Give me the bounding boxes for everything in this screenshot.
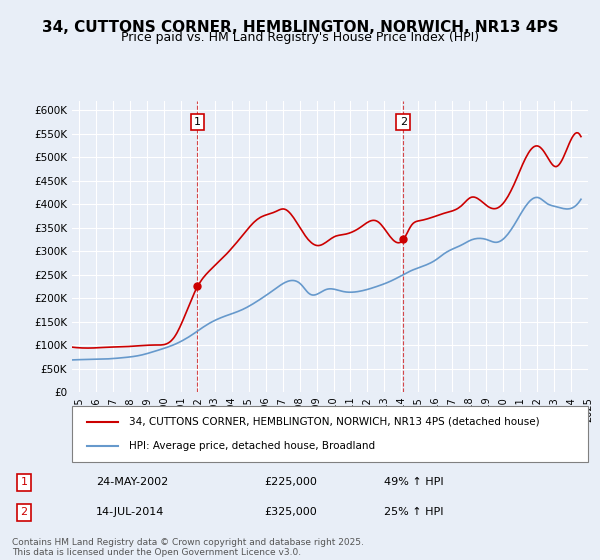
Text: HPI: Average price, detached house, Broadland: HPI: Average price, detached house, Broa… bbox=[129, 441, 375, 451]
Text: 34, CUTTONS CORNER, HEMBLINGTON, NORWICH, NR13 4PS (detached house): 34, CUTTONS CORNER, HEMBLINGTON, NORWICH… bbox=[129, 417, 539, 427]
Text: £325,000: £325,000 bbox=[264, 507, 317, 517]
Text: £225,000: £225,000 bbox=[264, 477, 317, 487]
Text: 14-JUL-2014: 14-JUL-2014 bbox=[96, 507, 164, 517]
Text: Contains HM Land Registry data © Crown copyright and database right 2025.
This d: Contains HM Land Registry data © Crown c… bbox=[12, 538, 364, 557]
Text: 24-MAY-2002: 24-MAY-2002 bbox=[96, 477, 168, 487]
Text: 34, CUTTONS CORNER, HEMBLINGTON, NORWICH, NR13 4PS: 34, CUTTONS CORNER, HEMBLINGTON, NORWICH… bbox=[42, 20, 558, 35]
Text: 2: 2 bbox=[400, 117, 407, 127]
Text: 25% ↑ HPI: 25% ↑ HPI bbox=[384, 507, 443, 517]
FancyBboxPatch shape bbox=[72, 406, 588, 462]
Text: Price paid vs. HM Land Registry's House Price Index (HPI): Price paid vs. HM Land Registry's House … bbox=[121, 31, 479, 44]
Text: 49% ↑ HPI: 49% ↑ HPI bbox=[384, 477, 443, 487]
Text: 2: 2 bbox=[20, 507, 28, 517]
Text: 1: 1 bbox=[194, 117, 201, 127]
Text: 1: 1 bbox=[20, 477, 28, 487]
